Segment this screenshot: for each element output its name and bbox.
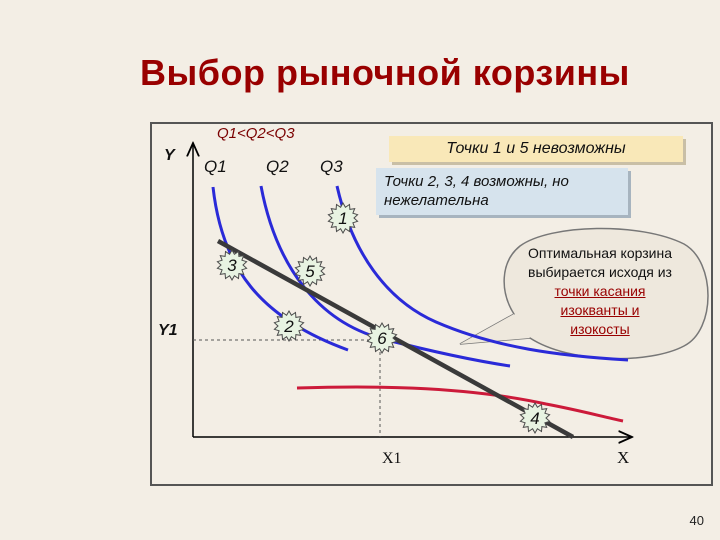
point-marker-3: 3 (216, 248, 248, 282)
axis-y-label: Y (164, 147, 176, 164)
point-label-6: 6 (377, 329, 387, 348)
isocost-line (216, 239, 575, 439)
isoquant-lower (296, 385, 624, 423)
point-marker-4: 4 (519, 401, 551, 435)
callout-line-2: выбирается исходя из (528, 264, 672, 280)
undesirable-points-note: Точки 2, 3, 4 возможны, но нежелательна (376, 168, 628, 215)
callout-text: Оптимальная корзина выбирается исходя из… (508, 244, 692, 339)
impossible-points-note: Точки 1 и 5 невозможны (389, 136, 683, 162)
callout-line-4: изокванты и (560, 302, 640, 318)
point-marker-2: 2 (273, 309, 305, 343)
point-label-4: 4 (530, 409, 539, 428)
point-label-3: 3 (227, 256, 237, 275)
point-label-5: 5 (305, 262, 315, 281)
curve-label-q2: Q2 (266, 157, 289, 176)
curve-order-label: Q1<Q2<Q3 (217, 125, 295, 142)
isoquant-q1 (211, 186, 349, 352)
x1-label: X1 (382, 450, 402, 467)
slide-title: Выбор рыночной корзины (140, 52, 630, 93)
isoquant-q3 (335, 185, 629, 362)
curve-label-q3: Q3 (320, 157, 343, 176)
callout-line-1: Оптимальная корзина (527, 245, 673, 261)
y1-label: Y1 (158, 322, 178, 339)
curve-label-q1: Q1 (204, 157, 227, 176)
point-label-1: 1 (338, 209, 347, 228)
callout-line-5: изокосты (570, 321, 630, 337)
point-marker-6: 6 (366, 321, 398, 355)
page-number: 40 (689, 513, 704, 528)
chart-frame (150, 122, 713, 486)
axis-x-label: X (617, 448, 629, 467)
point-marker-5: 5 (294, 254, 326, 288)
callout-line-3: точки касания (554, 283, 646, 299)
point-marker-1: 1 (327, 201, 359, 235)
point-label-2: 2 (283, 317, 294, 336)
